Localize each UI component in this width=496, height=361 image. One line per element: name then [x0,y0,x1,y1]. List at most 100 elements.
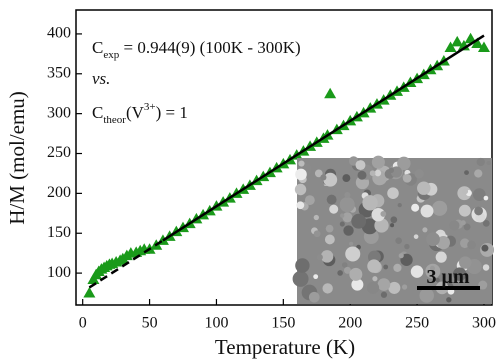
inset-grain [426,232,440,247]
x-tick-label: 0 [79,315,87,332]
inset-grain [313,214,319,221]
inset-grain [436,235,450,250]
inset-grain [411,203,420,212]
y-tick-label: 150 [47,224,71,241]
y-tick-label: 350 [47,64,71,81]
inset-grain [481,244,489,252]
inset-grain [329,204,339,214]
x-tick-label: 100 [204,315,228,332]
x-tick-label: 50 [142,315,158,332]
inset-grain [366,281,380,294]
annotation-part: = 0.944(9) (100K - 300K) [119,38,300,57]
inset-grain [478,280,488,290]
inset-grain [422,227,428,233]
inset-grain [401,284,408,290]
annotation-part: ) = 1 [156,103,188,122]
inset-grain [482,219,490,227]
inset-grain [452,267,467,281]
inset-grain [464,170,469,176]
inset-grain [355,160,366,171]
inset-grain [367,259,381,273]
inset-grain [419,288,434,303]
inset-grain [377,278,391,291]
inset-grain [404,243,410,250]
annotation: Ctheor(V3+) = 1 [92,101,188,126]
inset-grain [342,174,351,183]
inset-grain [339,221,345,227]
inset-grain [486,160,491,166]
inset-grain [380,291,388,298]
fit-line [162,34,485,242]
inset-grain [345,246,361,262]
inset-grain [395,237,402,245]
inset-grain [425,263,441,279]
inset-grain [460,220,466,226]
inset-grain [323,172,338,187]
inset-grain [362,195,378,211]
inset-grain [314,169,323,178]
inset-grain [410,265,424,278]
inset-grain [372,276,378,282]
inset-grain [435,251,447,263]
inset-grain [357,170,367,180]
inset-grain [432,200,448,216]
inset-grain [467,240,476,250]
annotation-part: C [92,38,103,57]
inset-grain [339,197,355,213]
inset-grain [369,170,376,177]
inset-grain [429,265,435,271]
plot-frame [75,9,493,306]
data-point [471,37,484,48]
inset-grain [337,270,343,276]
inset-grain [343,266,352,274]
inset-grain [296,201,305,210]
x-tick-label: 150 [271,315,295,332]
inset-texture [292,155,495,303]
inset-grain [339,213,345,218]
inset-grain [397,202,402,208]
inset-grain [390,223,395,228]
annotation: vs. [92,69,110,88]
inset-grain [371,155,385,169]
inset-grain [459,256,472,269]
inset-grain [383,264,389,270]
inset-grain [304,195,315,206]
inset-grain [374,218,389,233]
inset-grain [476,157,485,167]
x-tick-label: 200 [338,315,362,332]
inset-grain [446,297,452,303]
inset-grain [420,204,434,218]
inset-grain [449,220,460,231]
inset-grain [351,278,364,291]
inset-grain [390,216,398,224]
inset-grain [472,188,486,201]
inset-grain [320,250,334,263]
inset-grain [313,274,319,280]
y-tick-label: 200 [47,184,71,201]
inset-grain [320,174,327,181]
inset-grain [474,206,484,216]
annotation-superscript: 3+ [144,101,156,113]
inset-grain [344,191,351,198]
y-tick-label: 100 [47,264,71,281]
inset-grain [458,204,471,217]
inset-grain [463,223,471,231]
inset-grain [474,169,483,178]
inset-grain [341,262,348,268]
inset-grain [295,168,307,181]
y-axis-label: H/M (mol/emu) [5,91,29,225]
inset-grain [413,234,419,239]
inset-grain [398,253,404,259]
inset-grain [417,181,431,195]
x-tick-label: 300 [472,315,496,332]
inset-grain [351,213,367,229]
data-point [444,41,457,52]
inset-grain [322,283,333,294]
y-tick-label: 300 [47,104,71,121]
inset-grain [313,230,321,238]
inset-grain [324,234,335,245]
inset-grain [374,169,382,177]
data-point [464,32,477,44]
y-tick-label: 250 [47,144,71,161]
inset-grain [298,160,305,167]
